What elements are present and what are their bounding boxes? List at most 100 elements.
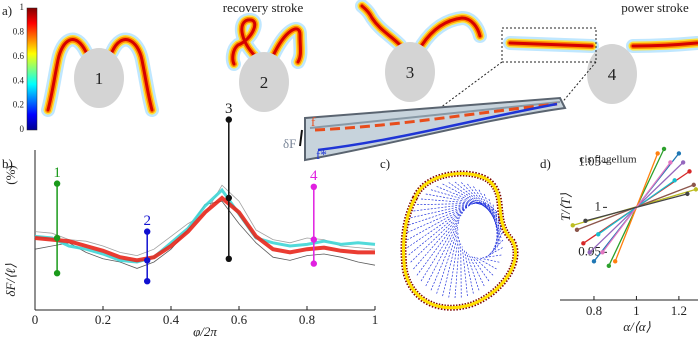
range-point [225, 194, 232, 202]
y-axis-unit: (%) [3, 165, 18, 185]
mean-shape [314, 102, 558, 132]
beat-line [478, 189, 503, 235]
range-point [225, 255, 232, 262]
x-tick-label: 0.6 [231, 312, 248, 327]
range-point [225, 116, 232, 123]
segment-end [583, 218, 588, 224]
cell-number: 3 [406, 63, 415, 82]
flagellum [631, 41, 698, 48]
segment-end [591, 259, 597, 264]
colorbar-tick-label: 0.6 [13, 51, 25, 61]
colorbar-tick-label: 0.8 [13, 26, 25, 36]
range-point [53, 234, 61, 242]
marker-label: 2 [143, 213, 151, 229]
segment-end [676, 151, 682, 156]
segment-end [570, 223, 575, 228]
cycle-outline [402, 172, 517, 310]
delta-arrow [299, 129, 303, 147]
beat-line [479, 257, 500, 263]
beat-line [442, 232, 459, 297]
beat-line [470, 255, 490, 282]
beat-line [408, 201, 478, 226]
beat-line [408, 207, 468, 256]
y-tick-label: 1.05 [578, 153, 601, 168]
beat-line [473, 186, 503, 231]
segment-end [600, 250, 605, 255]
segment-end [691, 182, 696, 188]
segment-end [685, 191, 690, 197]
beat-line [473, 256, 494, 276]
y-axis-label: δF/⟨ℓ⟩ [3, 263, 18, 296]
flagellum [271, 27, 302, 64]
segment-end [668, 160, 673, 165]
beat-line [476, 257, 497, 270]
beat-line [467, 183, 503, 228]
flagellum [110, 38, 154, 112]
panel-label: d) [540, 156, 551, 171]
segment-end [574, 227, 580, 233]
segment-end [680, 160, 686, 165]
beat-line [496, 210, 498, 248]
x-tick-label: 0.4 [163, 312, 180, 327]
flagellum [420, 16, 482, 47]
beat-line [420, 218, 461, 282]
beat-line [416, 215, 462, 276]
range-point [310, 183, 317, 190]
segment-end [693, 187, 698, 192]
segment-end [581, 241, 586, 246]
stroke-title: power stroke [621, 0, 689, 15]
colorbar-tick-label: 0 [20, 124, 25, 134]
flagellum [360, 4, 402, 47]
beat-line [460, 243, 462, 298]
inset-label: f* [316, 147, 327, 162]
flagellum [231, 18, 257, 66]
range-point [310, 260, 317, 267]
cell-body [74, 48, 124, 108]
beat-line [436, 229, 459, 294]
inset-label: δF [283, 136, 296, 151]
segment-end [661, 146, 667, 152]
beat-line [461, 182, 502, 224]
beat-line [430, 225, 459, 291]
x-tick-label: 0.8 [586, 303, 602, 318]
segment [585, 193, 688, 222]
beat-line [406, 203, 473, 241]
beat-line [490, 232, 503, 255]
beat-line [425, 222, 460, 287]
series-line [34, 195, 375, 263]
flagellum [508, 41, 594, 48]
cell-body [239, 52, 289, 112]
colorbar-tick-label: 0.4 [13, 75, 25, 85]
x-tick-label: 1 [633, 303, 640, 318]
x-axis-label: φ/2π [193, 324, 217, 337]
segment-end [613, 259, 618, 264]
segment-end [587, 250, 592, 255]
beat-line [430, 189, 494, 209]
x-tick-label: 1.2 [671, 303, 687, 318]
segment-end [672, 178, 677, 183]
x-tick-label: 0.8 [299, 312, 315, 327]
range-point [53, 180, 61, 187]
range-point [144, 257, 151, 264]
cell-body [385, 42, 435, 102]
x-tick-label: 0.2 [95, 312, 111, 327]
beat-line [425, 193, 492, 207]
panel-label: b) [2, 156, 13, 171]
range-point [53, 270, 61, 277]
beat-line [407, 202, 475, 233]
colorbar-tick-label: 0.2 [13, 100, 24, 110]
beat-line [468, 253, 485, 287]
cell-number: 4 [608, 65, 617, 84]
x-tick-label: 0 [32, 312, 39, 327]
marker-label: 3 [225, 101, 233, 117]
flagellum-trace [309, 101, 561, 129]
beat-line [463, 249, 474, 294]
segment-end [655, 151, 660, 156]
beat-line [488, 198, 501, 242]
beat-line [436, 186, 497, 211]
cell-number: 2 [260, 73, 269, 92]
range-point [144, 228, 151, 235]
beat-line [494, 217, 500, 251]
beat-line [482, 254, 502, 259]
beat-line [492, 224, 502, 253]
